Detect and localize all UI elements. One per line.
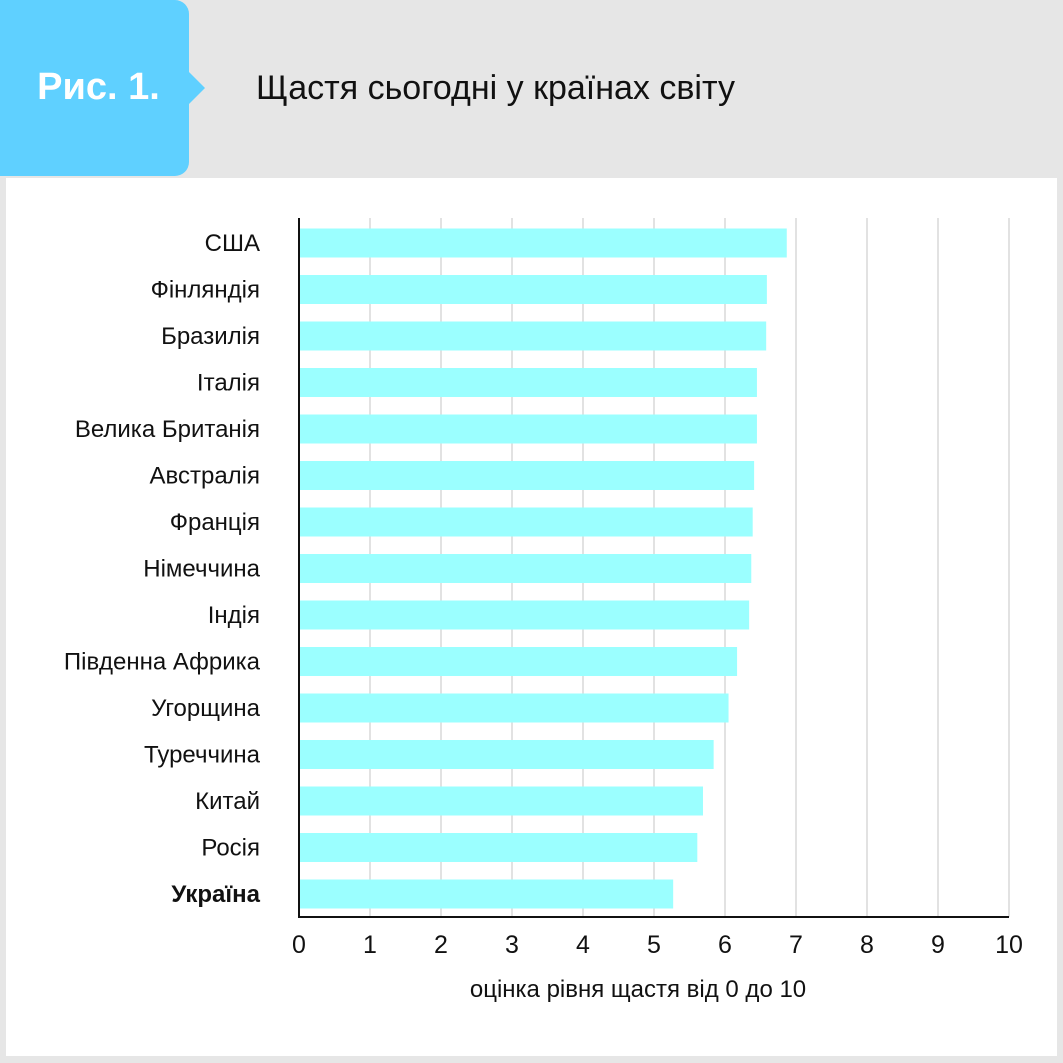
bar xyxy=(299,461,755,490)
category-label: США xyxy=(205,230,260,257)
x-tick-label: 10 xyxy=(995,931,1023,959)
category-label: Австралія xyxy=(149,463,260,490)
x-tick-label: 2 xyxy=(434,931,448,959)
figure-badge xyxy=(0,0,189,176)
x-tick-label: 5 xyxy=(647,931,661,959)
category-label: Італія xyxy=(197,370,260,397)
bar xyxy=(299,414,757,444)
x-tick-label: 4 xyxy=(576,931,590,959)
category-label: Україна xyxy=(171,881,260,908)
bar xyxy=(299,600,750,630)
bar xyxy=(299,786,703,816)
bar xyxy=(299,740,714,769)
bar xyxy=(299,507,753,537)
bar xyxy=(299,368,757,397)
category-label: Індія xyxy=(208,602,260,629)
x-tick-label: 6 xyxy=(718,931,732,959)
x-tick-label: 3 xyxy=(505,931,519,959)
bar xyxy=(299,554,752,583)
category-label: Франція xyxy=(170,509,260,536)
bar xyxy=(299,228,787,258)
x-tick-label: 8 xyxy=(860,931,874,959)
category-label: Росія xyxy=(201,835,260,862)
figure-label: Рис. 1. xyxy=(37,66,160,108)
bar xyxy=(299,275,767,304)
x-tick-label: 9 xyxy=(931,931,945,959)
bar xyxy=(299,321,767,351)
category-label: Угорщина xyxy=(151,695,260,722)
chart-title: Щастя сьогодні у країнах світу xyxy=(256,69,735,107)
category-label: Німеччина xyxy=(143,556,260,583)
header-bar: Рис. 1. Щастя сьогодні у країнах світу xyxy=(0,0,1063,178)
x-tick-label: 1 xyxy=(363,931,377,959)
bar xyxy=(299,833,698,862)
category-label: Фінляндія xyxy=(151,277,260,304)
x-axis-title: оцінка рівня щастя від 0 до 10 xyxy=(470,976,806,1003)
bar xyxy=(299,647,738,676)
badge-arrow-icon xyxy=(189,72,205,104)
bar xyxy=(299,693,729,723)
category-label: Велика Британія xyxy=(75,416,260,443)
bar xyxy=(299,879,674,909)
x-tick-label: 7 xyxy=(789,931,803,959)
x-tick-label: 0 xyxy=(292,931,306,959)
category-label: Південна Африка xyxy=(64,649,261,676)
category-label: Туреччина xyxy=(144,742,261,769)
category-label: Китай xyxy=(195,788,260,815)
category-label: Бразилія xyxy=(161,323,260,350)
